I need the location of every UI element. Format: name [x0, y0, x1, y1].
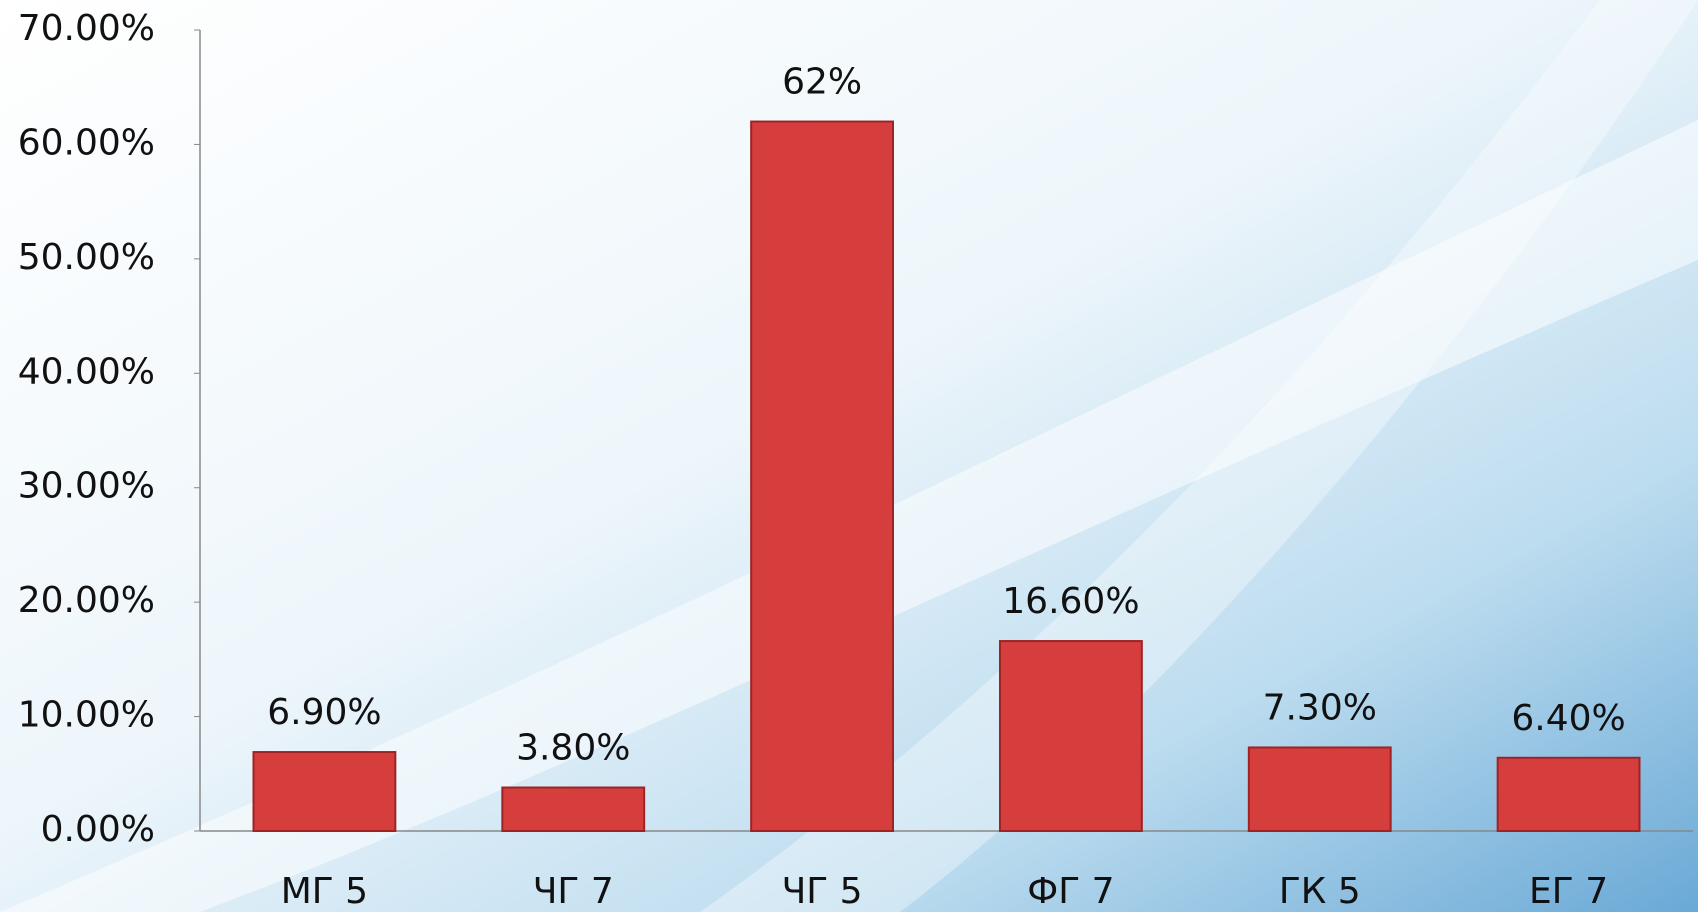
bar — [750, 120, 895, 833]
y-tick-label: 10.00% — [18, 695, 155, 736]
y-tick-label: 20.00% — [18, 580, 155, 621]
bar — [998, 640, 1143, 833]
x-tick-label: ФГ 7 — [1027, 871, 1114, 912]
x-tick-label: ГК 5 — [1279, 871, 1361, 912]
bar — [1496, 756, 1641, 832]
y-tick-label: 30.00% — [18, 466, 155, 507]
x-tick-label: ЧГ 7 — [533, 871, 614, 912]
y-tick-label: 60.00% — [18, 122, 155, 163]
value-label: 6.40% — [1511, 698, 1625, 739]
swoosh — [700, 0, 1698, 912]
y-tick-label: 50.00% — [18, 237, 155, 278]
value-label: 62% — [782, 62, 862, 103]
bar — [501, 786, 646, 833]
x-tick-label: МГ 5 — [281, 871, 368, 912]
bar — [252, 751, 397, 833]
value-label: 16.60% — [1002, 581, 1139, 622]
value-label: 7.30% — [1263, 687, 1377, 728]
x-tick-label: ЧГ 5 — [782, 871, 863, 912]
value-label: 3.80% — [516, 728, 630, 769]
y-tick-label: 0.00% — [41, 809, 155, 850]
value-label: 6.90% — [267, 692, 381, 733]
bar — [1247, 746, 1392, 833]
y-tick-label: 40.00% — [18, 351, 155, 392]
y-tick-label: 70.00% — [18, 8, 155, 49]
x-tick-label: ЕГ 7 — [1529, 871, 1608, 912]
